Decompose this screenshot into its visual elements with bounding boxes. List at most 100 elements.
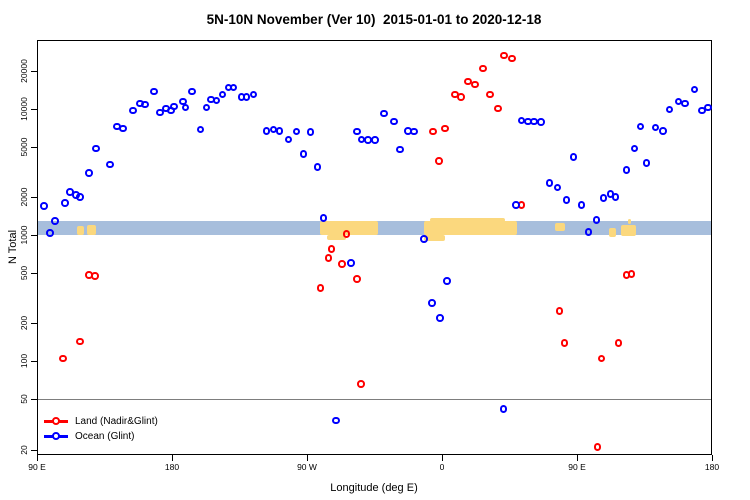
- data-point-ocean: [499, 404, 508, 413]
- data-point-ocean: [76, 193, 84, 201]
- data-point-ocean: [562, 196, 571, 205]
- data-point-ocean: [141, 100, 149, 109]
- data-point-land: [59, 354, 67, 363]
- data-point-land: [316, 284, 325, 292]
- data-point-ocean: [229, 83, 238, 92]
- map-band-land-patch: [430, 218, 505, 222]
- data-point-ocean: [262, 127, 271, 135]
- y-tick-label: 2000: [19, 187, 29, 207]
- y-tick-label: 10000: [19, 96, 29, 121]
- data-point-ocean: [275, 127, 284, 135]
- data-point-ocean: [396, 145, 404, 154]
- y-tick-mark: [31, 399, 37, 401]
- y-tick-label: 50: [19, 394, 29, 405]
- y-tick-mark: [31, 361, 37, 363]
- data-point-land: [357, 380, 365, 388]
- data-point-ocean: [530, 117, 538, 126]
- data-point-ocean: [212, 96, 221, 105]
- data-point-land: [560, 338, 569, 347]
- data-point-land: [464, 77, 472, 86]
- x-tick-mark: [37, 455, 38, 461]
- data-point-ocean: [92, 144, 100, 153]
- data-point-ocean: [512, 201, 520, 209]
- legend-label-land: Land (Nadir&Glint): [75, 416, 158, 427]
- data-point-land: [627, 270, 636, 278]
- data-point-ocean: [156, 108, 164, 117]
- data-point-ocean: [188, 87, 196, 96]
- data-point-land: [494, 104, 502, 113]
- data-point-ocean: [436, 314, 444, 322]
- data-point-ocean: [681, 99, 689, 108]
- map-band-land-patch: [86, 225, 96, 236]
- data-point-ocean: [642, 159, 651, 168]
- data-point-ocean: [428, 298, 436, 307]
- data-point-ocean: [553, 183, 562, 192]
- data-point-ocean: [119, 124, 127, 133]
- data-point-land: [441, 124, 449, 133]
- map-band-land-patch: [424, 235, 445, 241]
- data-point-land: [614, 338, 623, 347]
- data-point-ocean: [284, 135, 293, 144]
- x-tick-mark: [442, 455, 443, 461]
- data-point-land: [500, 51, 508, 60]
- data-point-land: [479, 64, 487, 73]
- data-point-land: [324, 254, 333, 262]
- data-point-land: [342, 230, 351, 238]
- map-band-land-patch: [326, 235, 346, 240]
- y-tick-label: 20000: [19, 58, 29, 83]
- data-point-ocean: [106, 160, 114, 169]
- y-tick-label: 100: [19, 354, 29, 369]
- data-point-ocean: [410, 127, 418, 136]
- data-point-land: [352, 275, 361, 283]
- y-tick-label: 200: [19, 316, 29, 331]
- data-point-ocean: [611, 193, 620, 201]
- data-point-land: [457, 93, 465, 101]
- data-point-land: [327, 245, 336, 253]
- ocean-marker-icon: [44, 432, 68, 441]
- data-point-ocean: [517, 116, 526, 125]
- data-point-land: [597, 354, 606, 363]
- data-point-ocean: [150, 87, 158, 96]
- legend: Land (Nadir&Glint) Ocean (Glint): [44, 414, 158, 444]
- data-point-ocean: [196, 125, 205, 134]
- map-band-land-patch: [424, 221, 517, 236]
- map-band-land-patch: [554, 223, 565, 231]
- data-point-ocean: [697, 106, 706, 115]
- reference-line-50: [37, 398, 712, 401]
- y-tick-label: 20: [19, 444, 29, 455]
- x-tick-mark: [577, 455, 578, 461]
- data-point-ocean: [370, 136, 379, 144]
- data-point-ocean: [61, 199, 69, 208]
- data-point-ocean: [584, 228, 593, 237]
- data-point-ocean: [577, 201, 586, 209]
- data-point-land: [471, 80, 479, 89]
- map-band-land-patch: [628, 219, 631, 224]
- data-point-ocean: [242, 93, 251, 101]
- data-point-ocean: [622, 166, 631, 175]
- map-band-land-patch: [608, 228, 616, 238]
- map-band-land-patch: [76, 226, 84, 236]
- data-point-land: [429, 127, 437, 136]
- x-axis-label: Longitude (deg E): [330, 482, 418, 494]
- data-point-ocean: [636, 122, 645, 131]
- data-point-land: [555, 307, 564, 315]
- y-tick-mark: [31, 235, 37, 237]
- data-point-ocean: [170, 102, 178, 111]
- data-point-ocean: [46, 229, 54, 238]
- data-point-ocean: [249, 90, 258, 99]
- data-point-ocean: [346, 259, 355, 267]
- data-point-ocean: [443, 277, 451, 285]
- data-point-ocean: [651, 123, 660, 132]
- y-tick-mark: [31, 273, 37, 275]
- data-point-ocean: [202, 103, 211, 112]
- y-axis-label: N Total: [7, 229, 19, 265]
- data-point-land: [508, 54, 516, 63]
- y-tick-mark: [31, 323, 37, 325]
- y-tick-mark: [31, 70, 37, 72]
- data-point-land: [435, 157, 443, 166]
- data-point-ocean: [181, 103, 190, 112]
- y-tick-mark: [31, 146, 37, 148]
- map-band-land-patch: [319, 221, 379, 236]
- data-point-land: [486, 90, 494, 99]
